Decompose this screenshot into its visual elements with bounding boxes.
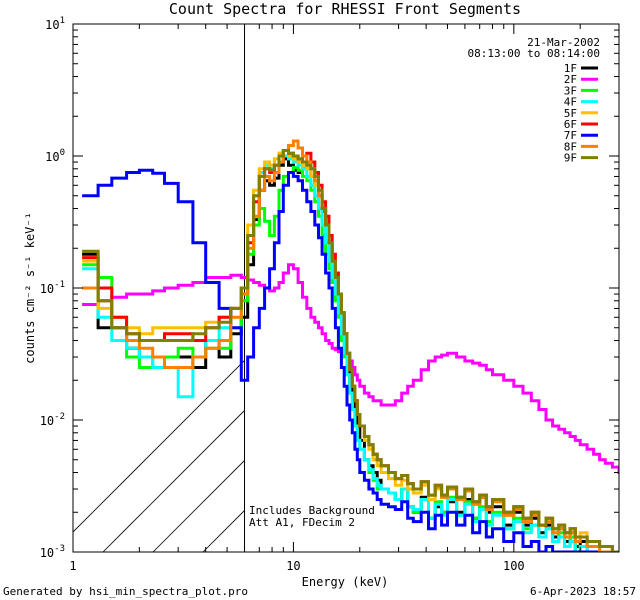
series-4f: [82, 151, 619, 552]
x-tick-label: 10: [286, 559, 300, 573]
series-1f: [82, 157, 619, 552]
hatch-line: [102, 409, 245, 552]
legend-label-2f: 2F: [564, 73, 577, 86]
hatch-line: [403, 24, 640, 552]
series-2f: [82, 263, 619, 474]
x-tick-label: 1: [69, 559, 76, 573]
legend-label-4f: 4F: [564, 96, 577, 109]
hatched-region: [73, 24, 640, 552]
hatch-line: [253, 24, 640, 552]
footer-generator: Generated by hsi_min_spectra_plot.pro: [3, 585, 248, 598]
date-label: 21-Mar-2002: [527, 36, 600, 49]
hatch-line: [603, 24, 640, 552]
x-axis-label: Energy (keV): [302, 575, 389, 589]
y-tick-label: 101: [45, 16, 65, 32]
y-tick-label: 10-3: [40, 544, 65, 560]
series-8f: [82, 139, 619, 552]
series-7f: [82, 168, 619, 552]
annotation-attenuator: Att A1, FDecim 2: [249, 516, 355, 529]
hatch-line: [303, 24, 640, 552]
y-axis-label: counts cm⁻² s⁻¹ keV⁻¹: [23, 212, 37, 364]
y-tick-label: 10-1: [40, 280, 65, 296]
hatch-line: [73, 359, 245, 533]
y-tick-label: 10-2: [40, 412, 65, 428]
x-tick-label: 100: [503, 559, 525, 573]
series-9f: [82, 149, 619, 552]
legend-label-9f: 9F: [564, 152, 577, 165]
legend-label-3f: 3F: [564, 84, 577, 97]
time-range-label: 08:13:00 to 08:14:00: [468, 47, 600, 60]
legend-label-1f: 1F: [564, 62, 577, 75]
legend-label-8f: 8F: [564, 140, 577, 153]
y-tick-label: 100: [45, 148, 65, 164]
legend-label-5f: 5F: [564, 107, 577, 120]
chart-title: Count Spectra for RHESSI Front Segments: [169, 0, 521, 18]
footer-timestamp: 6-Apr-2023 18:57: [530, 585, 636, 598]
hatch-line: [152, 459, 245, 552]
plot-frame: [72, 23, 620, 553]
legend-label-6f: 6F: [564, 118, 577, 131]
annotation-background: Includes Background: [249, 504, 375, 517]
legend-label-7f: 7F: [564, 129, 577, 142]
